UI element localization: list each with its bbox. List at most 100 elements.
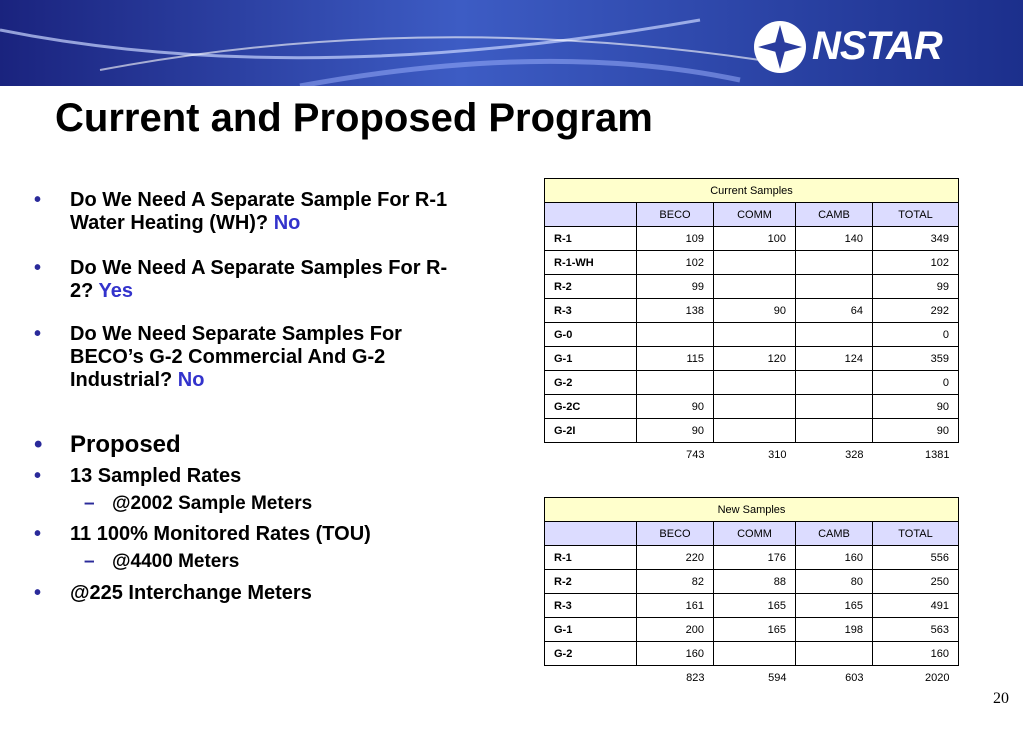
cell <box>713 418 796 443</box>
total-cell: 594 <box>768 671 787 684</box>
table-row: R-3 161 165 165 491 <box>544 593 959 618</box>
cell: 88 <box>713 569 796 594</box>
header-cell: TOTAL <box>872 202 959 227</box>
table-row: G-2 160 160 <box>544 641 959 666</box>
cell <box>795 250 873 275</box>
cell: 200 <box>636 617 714 642</box>
cell <box>545 666 637 690</box>
table-caption: New Samples <box>544 497 959 522</box>
cell <box>713 394 796 419</box>
bullet-text: 11 100% Monitored Rates (TOU) <box>70 523 371 545</box>
total-cell: 310 <box>768 448 787 461</box>
cell <box>636 370 714 395</box>
bullet: Do We Need A Separate Samples For R-2? Y… <box>34 257 470 303</box>
cell: 100 <box>713 226 796 251</box>
cell: 82 <box>636 569 714 594</box>
cell: 90 <box>636 418 714 443</box>
cell <box>795 394 873 419</box>
cell: 160 <box>636 641 714 666</box>
page-number: 20 <box>993 690 1009 707</box>
sub-bullet: @4400 Meters <box>84 551 239 573</box>
row-label: G-2 <box>544 370 637 395</box>
cell: 359 <box>872 346 959 371</box>
cell: 198 <box>795 617 873 642</box>
cell: 99 <box>636 274 714 299</box>
row-label: R-1 <box>544 226 637 251</box>
bullet: 13 Sampled Rates <box>34 465 470 488</box>
bullet: 11 100% Monitored Rates (TOU) <box>34 523 470 546</box>
answer: Yes <box>98 280 134 302</box>
cell: 99 <box>872 274 959 299</box>
total-cell: 2020 <box>925 671 950 684</box>
row-label: G-0 <box>544 322 637 347</box>
table-row: R-3 138 90 64 292 <box>544 298 959 323</box>
total-cell: 603 <box>845 671 864 684</box>
header-cell: BECO <box>636 202 714 227</box>
cell: 0 <box>872 322 959 347</box>
cell: 115 <box>636 346 714 371</box>
bullet-text: @225 Interchange Meters <box>70 582 312 604</box>
total-cell: 743 <box>686 448 705 461</box>
bullet: Do We Need Separate Samples For BECO’s G… <box>34 323 470 392</box>
cell <box>713 274 796 299</box>
row-label: R-2 <box>544 274 637 299</box>
row-label: G-1 <box>544 346 637 371</box>
table-row: G-0 0 <box>544 322 959 347</box>
header-cell: TOTAL <box>872 521 959 546</box>
cell: 556 <box>872 545 959 570</box>
header-cell: BECO <box>636 521 714 546</box>
cell: 563 <box>872 617 959 642</box>
totals-row: 743 310 328 1381 <box>545 443 959 467</box>
total-cell: 1381 <box>925 448 950 461</box>
row-label: R-1-WH <box>544 250 637 275</box>
header-row: BECO COMM CAMB TOTAL <box>544 202 959 227</box>
cell <box>713 250 796 275</box>
bullet-text: Do We Need Separate Samples For BECO’s G… <box>70 323 402 391</box>
banner <box>0 0 1023 86</box>
cell: 90 <box>872 394 959 419</box>
cell: 349 <box>872 226 959 251</box>
bullet: Proposed <box>34 431 470 458</box>
cell <box>795 641 873 666</box>
header-cell <box>544 202 637 227</box>
totals-row: 823 594 603 2020 <box>545 666 959 690</box>
table-row: G-1 200 165 198 563 <box>544 617 959 642</box>
table-row: R-1 109 100 140 349 <box>544 226 959 251</box>
cell: 64 <box>795 298 873 323</box>
row-label: G-2C <box>544 394 637 419</box>
cell: 90 <box>636 394 714 419</box>
cell: 102 <box>636 250 714 275</box>
header-cell: COMM <box>713 202 796 227</box>
cell: 109 <box>636 226 714 251</box>
table-row: G-1 115 120 124 359 <box>544 346 959 371</box>
cell: 161 <box>636 593 714 618</box>
table-row: G-2 0 <box>544 370 959 395</box>
cell <box>795 418 873 443</box>
data-table: New Samples BECO COMM CAMB TOTAL R-1 220 176 160… <box>544 497 959 689</box>
bullet: Do We Need A Separate Sample For R-1 Wat… <box>34 189 470 235</box>
header-cell: CAMB <box>795 521 873 546</box>
cell <box>545 443 637 467</box>
cell: 165 <box>713 617 796 642</box>
caption-row: New Samples <box>544 497 959 522</box>
row-label: G-2I <box>544 418 637 443</box>
cell: 491 <box>872 593 959 618</box>
header-cell: CAMB <box>795 202 873 227</box>
header-cell: COMM <box>713 521 796 546</box>
cell: 165 <box>795 593 873 618</box>
cell: 160 <box>795 545 873 570</box>
row-label: R-3 <box>544 593 637 618</box>
cell: 176 <box>713 545 796 570</box>
cell: 160 <box>872 641 959 666</box>
answer: No <box>273 212 301 234</box>
cell <box>795 370 873 395</box>
sub-bullet: @2002 Sample Meters <box>84 493 312 515</box>
table-row: R-1-WH 102 102 <box>544 250 959 275</box>
cell: 102 <box>872 250 959 275</box>
table-row: R-2 82 88 80 250 <box>544 569 959 594</box>
bullet-text: Proposed <box>70 431 181 458</box>
cell: 250 <box>872 569 959 594</box>
bullet: @225 Interchange Meters <box>34 582 470 605</box>
cell: 120 <box>713 346 796 371</box>
